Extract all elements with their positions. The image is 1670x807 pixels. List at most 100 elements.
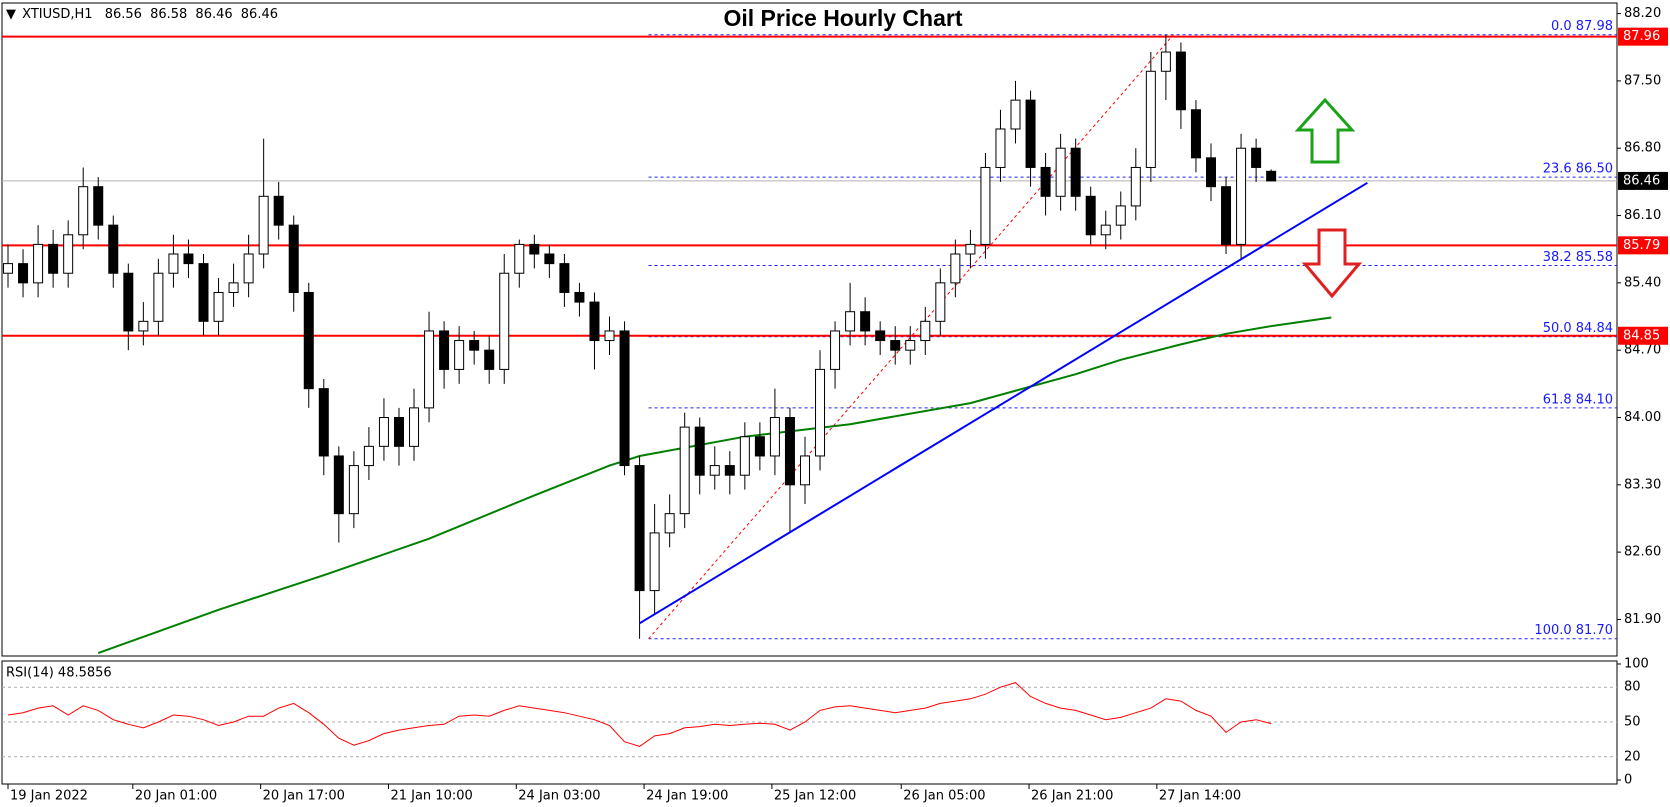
fib-label: 23.6 86.50 xyxy=(1543,162,1613,177)
candle-body xyxy=(363,445,374,467)
y-tick-label: 86.10 xyxy=(1624,208,1661,223)
candle-body xyxy=(799,455,810,486)
x-tick-label: 26 Jan 21:00 xyxy=(1031,789,1113,804)
header-high: 86.58 xyxy=(150,7,187,22)
candle-body xyxy=(754,436,765,457)
x-tick-label: 25 Jan 12:00 xyxy=(774,789,856,804)
candle-body xyxy=(1085,195,1096,236)
candle-body xyxy=(153,272,164,322)
x-tick-label: 19 Jan 2022 xyxy=(10,789,88,804)
candle-body xyxy=(679,426,690,515)
moving-average xyxy=(97,316,1332,655)
candle-body xyxy=(168,253,179,274)
candle-body xyxy=(1040,166,1051,197)
candle-body xyxy=(1055,147,1066,197)
candle-body xyxy=(318,388,329,457)
fib-label: 61.8 84.10 xyxy=(1543,392,1613,407)
candle-body xyxy=(1251,147,1262,168)
down-arrow xyxy=(1301,228,1363,299)
candle-body xyxy=(93,186,104,226)
candle-body xyxy=(1160,51,1171,72)
candle-body xyxy=(845,311,856,332)
candle-body xyxy=(920,320,931,342)
candle-body xyxy=(574,291,585,303)
candle-body xyxy=(1025,99,1036,168)
header: ▼ XTIUSD,H1 86.56 86.58 86.46 86.46 xyxy=(6,7,278,22)
rsi-tick-label: 50 xyxy=(1624,715,1641,730)
candle-body xyxy=(1145,70,1156,168)
candle-body xyxy=(333,455,344,515)
candle-body xyxy=(138,320,149,332)
fib-label: 50.0 84.84 xyxy=(1543,321,1613,336)
header-marker: ▼ xyxy=(6,7,16,22)
candle-body xyxy=(393,416,404,447)
candle-body xyxy=(1010,99,1021,130)
header-low: 86.46 xyxy=(195,7,232,22)
candle-body xyxy=(198,263,209,322)
x-tick-label: 21 Jan 10:00 xyxy=(390,789,472,804)
current-price-label: 86.46 xyxy=(1623,173,1660,188)
candle-body xyxy=(709,465,720,476)
level-label-bg xyxy=(1618,236,1668,255)
candle-body xyxy=(905,340,916,351)
fib-label: 0.0 87.98 xyxy=(1551,19,1613,34)
level-label: 85.79 xyxy=(1623,238,1660,253)
candle-body xyxy=(604,330,615,342)
chart-title: Oil Price Hourly Chart xyxy=(723,5,962,31)
candle-body xyxy=(769,416,780,457)
candle-body xyxy=(439,330,450,370)
rsi-tick-label: 20 xyxy=(1624,749,1641,764)
fib-label: 38.2 85.58 xyxy=(1543,250,1613,265)
candle-body xyxy=(649,532,660,592)
y-tick-label: 84.70 xyxy=(1624,343,1661,358)
candle-body xyxy=(860,311,871,332)
candle-body xyxy=(995,128,1006,168)
candle-body xyxy=(18,263,29,284)
level-label-bg xyxy=(1618,27,1668,46)
candle-body xyxy=(664,513,675,534)
price-panel-frame xyxy=(1,2,1618,657)
candle-body xyxy=(499,272,510,370)
candle-body xyxy=(950,253,961,284)
current-price-bg xyxy=(1618,171,1668,190)
candle-body xyxy=(63,234,74,274)
candle-body xyxy=(183,253,194,265)
candle-body xyxy=(980,166,991,245)
level-label: 84.85 xyxy=(1623,328,1660,343)
candle-body xyxy=(1115,205,1126,226)
candle-body xyxy=(739,436,750,476)
candle-body xyxy=(243,253,254,284)
y-tick-label: 88.20 xyxy=(1624,6,1661,21)
x-tick-label: 27 Jan 14:00 xyxy=(1159,789,1241,804)
candle-body xyxy=(1266,170,1277,182)
candle-body xyxy=(694,426,705,476)
candle-body xyxy=(634,465,645,592)
candle-body xyxy=(213,291,224,322)
candle-body xyxy=(288,224,299,293)
candle-body xyxy=(1070,147,1081,197)
candle-body xyxy=(1175,51,1186,111)
candle-body xyxy=(273,195,284,226)
rsi-tick-label: 0 xyxy=(1624,773,1632,788)
plot-layer: 88.20 87.50 86.80 86.10 85.40 84.70 84.00 83.30… xyxy=(2,6,1668,804)
candle-body xyxy=(348,465,359,515)
candle-body xyxy=(1100,224,1111,236)
candle-body xyxy=(469,340,480,351)
candle-body xyxy=(123,272,134,332)
y-tick-label: 83.30 xyxy=(1624,477,1661,492)
candle-body xyxy=(890,340,901,351)
candle-body xyxy=(1221,186,1232,245)
candle-body xyxy=(1190,109,1201,159)
candle-body xyxy=(484,349,495,370)
rsi-tick-label: 100 xyxy=(1624,657,1649,672)
header-open: 86.56 xyxy=(105,7,142,22)
level-label-bg xyxy=(1618,326,1668,345)
candle-body xyxy=(108,224,119,274)
rsi-tick-label: 80 xyxy=(1624,680,1641,695)
fib-label: 100.0 81.70 xyxy=(1534,623,1613,638)
candle-body xyxy=(424,330,435,409)
rsi-line xyxy=(7,682,1272,747)
candle-body xyxy=(529,243,540,255)
candle-body xyxy=(3,263,14,274)
